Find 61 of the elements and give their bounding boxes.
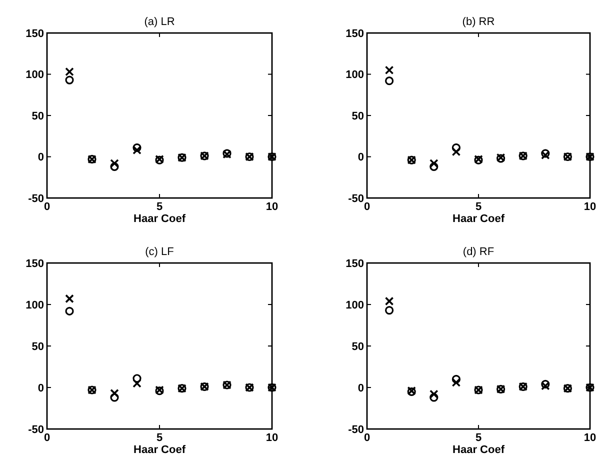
y-tick-label: -50 <box>28 424 44 436</box>
chart-title: (d) RF <box>462 246 494 258</box>
y-tick-label: 150 <box>26 258 44 270</box>
y-tick-label: 100 <box>346 299 364 312</box>
y-tick-label: -50 <box>348 424 364 436</box>
x-tick-label: 10 <box>266 201 278 213</box>
chart-title: (a) LR <box>144 16 175 28</box>
point <box>430 162 438 171</box>
y-tick-label: 150 <box>346 28 364 40</box>
point <box>132 374 142 383</box>
y-tick-label: -50 <box>348 192 364 205</box>
point <box>430 393 438 402</box>
chart-title: (b) RR <box>462 16 495 28</box>
y-tick-label: 0 <box>38 152 44 164</box>
point <box>65 67 74 76</box>
y-tick-label: 100 <box>346 69 364 82</box>
point <box>430 390 438 399</box>
point <box>384 66 394 75</box>
point <box>132 146 142 155</box>
x-tick-label: 5 <box>156 432 163 444</box>
point <box>385 306 394 315</box>
point <box>541 380 550 388</box>
x-tick-label: 5 <box>475 201 482 213</box>
x-axis-title: Haar Coef <box>452 444 505 456</box>
point <box>430 158 438 168</box>
point <box>65 306 74 316</box>
point <box>132 143 142 152</box>
point <box>132 378 142 388</box>
x-axis-title: Haar Coef <box>452 213 505 225</box>
y-tick-label: 50 <box>32 110 44 122</box>
y-tick-label: 100 <box>26 299 44 312</box>
y-tick-label: 100 <box>26 69 44 82</box>
point <box>65 76 74 84</box>
y-tick-label: 150 <box>346 258 364 270</box>
x-tick-label: 5 <box>156 201 163 213</box>
y-tick-label: 50 <box>352 110 364 122</box>
point <box>452 378 461 387</box>
chart-title: (c) LF <box>145 246 174 258</box>
point <box>452 143 460 152</box>
x-axis-title: Haar Coef <box>134 444 186 456</box>
point <box>385 76 394 86</box>
y-tick-label: 50 <box>352 340 364 353</box>
point <box>110 162 119 171</box>
y-tick-label: 0 <box>358 152 364 164</box>
x-tick-label: 5 <box>475 432 482 444</box>
x-tick-label: 10 <box>266 432 278 444</box>
point <box>452 374 460 384</box>
point <box>65 294 74 304</box>
y-tick-label: 150 <box>26 28 44 40</box>
point <box>452 147 461 156</box>
x-axis-title: Haar Coef <box>134 213 186 225</box>
y-tick-label: 0 <box>358 382 364 394</box>
x-tick-label: 10 <box>584 432 596 444</box>
point <box>110 393 119 402</box>
point <box>110 158 119 168</box>
y-tick-label: 0 <box>38 382 44 394</box>
point <box>384 296 394 306</box>
point <box>110 388 119 398</box>
x-tick-label: 10 <box>584 201 596 213</box>
y-tick-label: -50 <box>28 192 44 205</box>
y-tick-label: 50 <box>32 340 44 353</box>
